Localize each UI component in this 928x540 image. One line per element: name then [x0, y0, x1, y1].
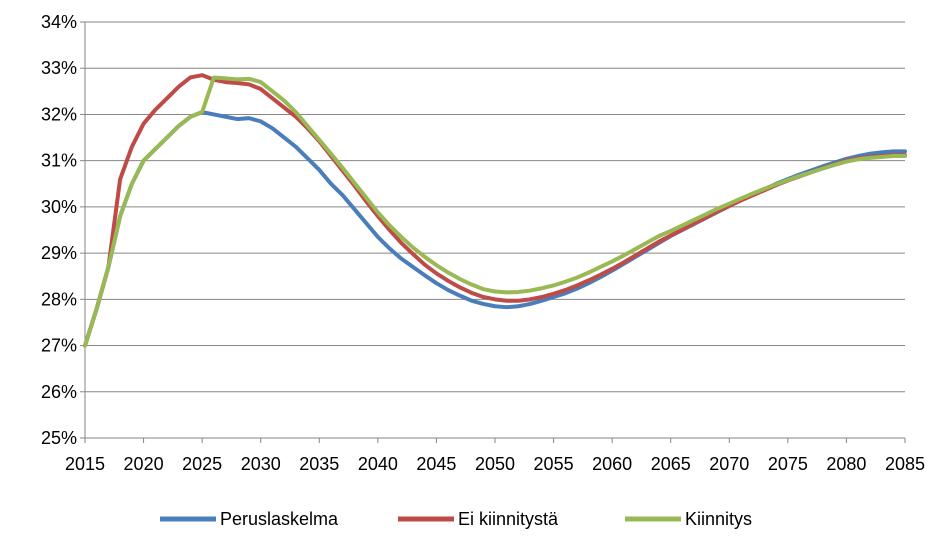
x-tick-label: 2020: [124, 454, 164, 474]
series-line-peruslaskelma: [83, 110, 907, 348]
y-tick-label: 28%: [41, 289, 77, 309]
x-tick-label: 2075: [768, 454, 808, 474]
x-tick-label: 2035: [299, 454, 339, 474]
x-tick-label: 2055: [534, 454, 574, 474]
legend-label: Ei kiinnitystä: [458, 509, 559, 529]
x-tick-label: 2015: [65, 454, 105, 474]
y-tick-label: 34%: [41, 12, 77, 32]
x-tick-label: 2070: [709, 454, 749, 474]
y-tick-label: 26%: [41, 382, 77, 402]
y-tick-labels: 25% 26% 27% 28% 29% 30% 31% 32% 33% 34%: [41, 12, 77, 448]
y-tick-label: 31%: [41, 151, 77, 171]
x-tick-labels: 2015 2020 2025 2030 2035 2040 2045 2050 2055 2060…: [65, 454, 925, 474]
y-gridlines: [85, 21, 905, 439]
legend-label: Peruslaskelma: [220, 509, 339, 529]
axes: [80, 21, 906, 443]
x-tick-label: 2040: [358, 454, 398, 474]
y-tick-label: 32%: [41, 104, 77, 124]
series-lines: [83, 73, 907, 348]
x-tick-label: 2080: [826, 454, 866, 474]
legend-label: Kiinnitys: [685, 509, 752, 529]
y-tick-label: 25%: [41, 428, 77, 448]
y-tick-label: 30%: [41, 197, 77, 217]
series-line-kiinnitys: [83, 75, 907, 348]
x-tick-label: 2045: [416, 454, 456, 474]
x-tick-label: 2030: [241, 454, 281, 474]
x-tick-label: 2050: [475, 454, 515, 474]
y-tick-label: 29%: [41, 243, 77, 263]
x-tick-label: 2025: [182, 454, 222, 474]
x-tick-label: 2060: [592, 454, 632, 474]
y-tick-label: 27%: [41, 336, 77, 356]
x-tick-label: 2085: [885, 454, 925, 474]
legend: Peruslaskelma Ei kiinnitystä Kiinnitys: [160, 509, 752, 529]
y-tick-label: 33%: [41, 58, 77, 78]
x-tick-label: 2065: [651, 454, 691, 474]
